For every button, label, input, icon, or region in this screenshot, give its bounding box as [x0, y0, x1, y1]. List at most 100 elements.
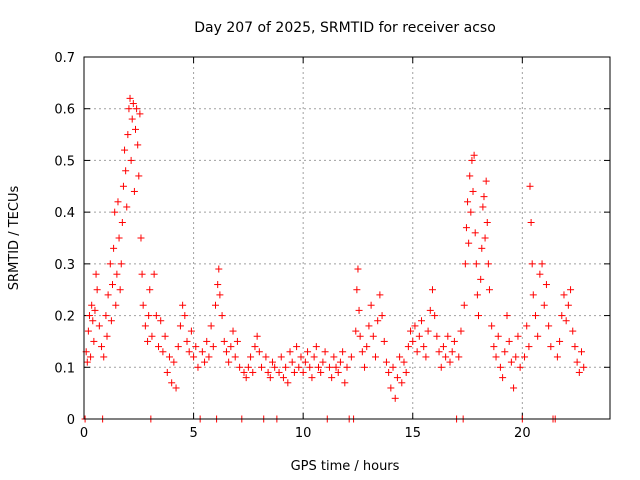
data-point: [262, 353, 270, 361]
data-point: [129, 100, 137, 108]
data-point: [470, 151, 478, 159]
data-point: [125, 105, 133, 113]
data-point: [227, 343, 235, 351]
data-point: [214, 281, 222, 289]
data-point: [185, 348, 193, 356]
data-point: [446, 358, 454, 366]
x-tick-label: 20: [514, 426, 531, 441]
data-point: [83, 358, 91, 366]
data-point: [478, 244, 486, 252]
data-point: [479, 203, 487, 211]
data-point: [209, 343, 217, 351]
data-point: [460, 301, 468, 309]
data-point: [573, 358, 581, 366]
data-point: [115, 234, 123, 242]
data-point: [229, 327, 237, 335]
data-point: [571, 343, 579, 351]
data-point: [444, 332, 452, 340]
data-point: [207, 322, 215, 330]
data-point: [118, 218, 126, 226]
data-point: [501, 348, 509, 356]
data-point: [215, 265, 223, 273]
data-point: [264, 368, 272, 376]
y-tick-label: 0.7: [54, 51, 75, 66]
data-point: [527, 218, 535, 226]
data-point: [352, 327, 360, 335]
data-point: [396, 353, 404, 361]
data-point: [488, 322, 496, 330]
data-point: [325, 363, 333, 371]
data-point: [251, 343, 259, 351]
x-axis-ticks: 0 5 10 15 20: [80, 57, 531, 441]
data-point: [482, 177, 490, 185]
y-axis-label: SRMTID / TECUs: [7, 186, 22, 291]
data-point: [516, 363, 524, 371]
data-point: [534, 332, 542, 340]
data-point: [538, 260, 546, 268]
data-point: [95, 322, 103, 330]
data-point: [116, 286, 124, 294]
data-point: [389, 363, 397, 371]
data-point: [564, 301, 572, 309]
data-point: [172, 384, 180, 392]
data-point: [553, 353, 561, 361]
data-point: [439, 343, 447, 351]
data-point: [244, 363, 252, 371]
data-point: [123, 203, 131, 211]
data-point: [358, 348, 366, 356]
data-point: [146, 286, 154, 294]
data-point: [465, 239, 473, 247]
data-point: [483, 218, 491, 226]
data-point: [391, 394, 399, 402]
data-point: [183, 337, 191, 345]
data-point: [369, 332, 377, 340]
y-tick-label: 0.5: [54, 154, 75, 169]
data-point: [529, 291, 537, 299]
data-point: [332, 363, 340, 371]
x-tick-label: 5: [189, 426, 197, 441]
y-axis-ticks: 0 0.1 0.2 0.3 0.4 0.5 0.6 0.7: [54, 51, 610, 428]
data-point: [268, 358, 276, 366]
data-point: [387, 384, 395, 392]
data-point: [299, 368, 307, 376]
data-point: [347, 353, 355, 361]
data-point: [393, 374, 401, 382]
data-point: [385, 368, 393, 376]
data-point: [194, 363, 202, 371]
data-point: [137, 234, 145, 242]
data-point: [128, 115, 136, 123]
data-point: [85, 312, 93, 320]
data-point: [122, 167, 130, 175]
data-point: [431, 312, 439, 320]
data-point: [161, 332, 169, 340]
data-point: [455, 353, 463, 361]
data-point: [253, 332, 261, 340]
data-point: [179, 301, 187, 309]
data-point: [106, 260, 114, 268]
data-point: [152, 312, 160, 320]
data-point: [477, 275, 485, 283]
data-point: [249, 368, 257, 376]
data-point: [496, 363, 504, 371]
data-point: [181, 312, 189, 320]
data-point: [525, 343, 533, 351]
data-point: [132, 125, 140, 133]
data-point: [433, 332, 441, 340]
data-point: [205, 353, 213, 361]
data-point: [545, 322, 553, 330]
data-point: [136, 110, 144, 118]
data-point: [560, 291, 568, 299]
data-point: [135, 172, 143, 180]
x-tick-label: 10: [295, 426, 312, 441]
data-point: [363, 343, 371, 351]
data-point: [203, 337, 211, 345]
data-point: [371, 353, 379, 361]
data-point: [341, 379, 349, 387]
data-point: [567, 286, 575, 294]
data-point: [126, 94, 134, 102]
data-point: [507, 358, 515, 366]
data-point: [415, 332, 423, 340]
data-point: [98, 343, 106, 351]
data-point: [165, 353, 173, 361]
